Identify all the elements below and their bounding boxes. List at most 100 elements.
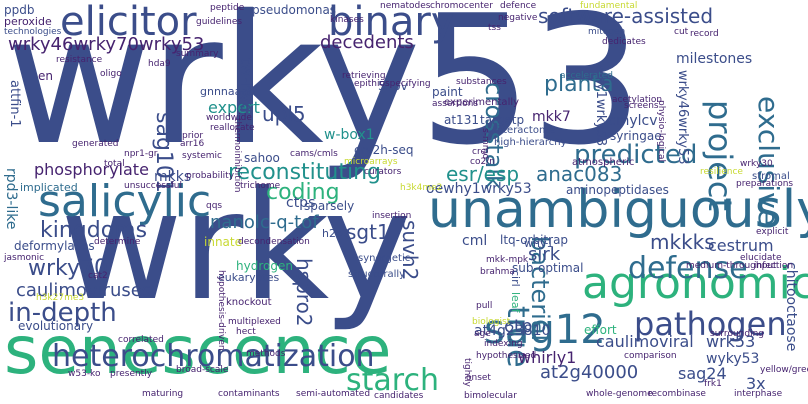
word-retrieving: retrieving <box>342 71 386 81</box>
word-caulimoviruses: caulimoviruses <box>16 280 152 301</box>
word-worldwide: worldwide <box>206 113 252 123</box>
word-curators: curators <box>364 167 402 177</box>
word-mkk7: mkk7 <box>532 109 571 125</box>
word-negative: negative <box>498 13 538 23</box>
word-dedicates: dedicates <box>602 37 646 47</box>
word-medium-throughput: medium-throughput <box>686 261 777 271</box>
word-innate: innate <box>204 235 242 249</box>
word-why1wrky53: why1wrky53 <box>593 64 608 147</box>
word-chitooctaose: chitooctaose <box>783 262 799 352</box>
word-cmylcv: cmylcv <box>608 113 658 129</box>
word-epithiospecifying: epithiospecifying <box>354 79 431 89</box>
word-age: age <box>474 329 491 339</box>
word-resilience: resilience <box>700 167 743 177</box>
word-hypothesis-driven: hypothesis-driven <box>216 270 226 351</box>
word-cestrum: cestrum <box>708 236 774 255</box>
word-tw-hydr: tw-hydr <box>237 58 256 120</box>
word-biologist: biologist <box>472 317 511 327</box>
word-at4g23810: at4g23810 <box>474 323 551 339</box>
word-53ov: 53ov <box>378 79 408 93</box>
word-crosstalk: crosstalk <box>480 82 508 189</box>
word-presently: presently <box>110 369 153 379</box>
word-brahma: brahma <box>480 267 515 277</box>
word-elucidate: elucidate <box>740 253 782 263</box>
word-contaminants: contaminants <box>218 389 280 399</box>
word-software-assisted: software-assisted <box>538 4 714 28</box>
word-upl5: upl5 <box>262 102 306 126</box>
word-sag101: sag101 <box>151 112 176 193</box>
word-thermoinhibition: thermoinhibition <box>232 118 242 193</box>
word-preparations: preparations <box>736 179 794 189</box>
word-explicit: explicit <box>756 227 789 237</box>
word-aminopeptidases: aminopeptidases <box>566 183 669 197</box>
word-defence: defence <box>500 1 537 11</box>
word-onset: onset <box>466 373 491 383</box>
word-interactome: interactome <box>494 125 555 136</box>
word-multiplexed: multiplexed <box>228 317 281 327</box>
word-effort: effort <box>584 323 617 337</box>
word-infection: infection <box>754 261 794 271</box>
word-structurally: structurally <box>348 269 406 280</box>
word-microarrays: microarrays <box>344 157 398 167</box>
word-unsuccessful: unsuccessful <box>124 181 182 191</box>
word-caulimoviral: caulimoviral <box>596 332 694 351</box>
word-kingdoms: kingdoms <box>40 218 148 243</box>
word-s-mmo: s-mmo <box>480 128 490 159</box>
word-unambiguously: unambiguously <box>428 180 808 240</box>
word-starch: starch <box>346 363 439 398</box>
word-3x: 3x <box>746 374 766 393</box>
word-co2-n: co2/n <box>470 157 495 167</box>
word-true: true <box>500 306 535 368</box>
word-record: record <box>690 29 719 39</box>
word-cirl: cirl <box>509 270 522 287</box>
word-pathogen: pathogen <box>634 305 787 343</box>
word-resistance: resistance <box>56 55 103 65</box>
word-wrky30: wrky30 <box>740 159 773 169</box>
word-screens: screens <box>624 101 659 111</box>
word-acetylation: acetylation <box>612 95 663 105</box>
word-wrky46wrky70wrky53: wrky46wrky70wrky53 <box>8 34 205 55</box>
word-targetp: targetp <box>480 113 525 127</box>
word-candidates: candidates <box>374 391 424 401</box>
word-reallocate: reallocate <box>210 123 255 133</box>
word-gnnnaaatt: gnnnaaatt <box>200 85 257 98</box>
word-ltq-orbitrap: ltq-orbitrap <box>500 233 569 247</box>
word-h2o2: h2o2 <box>322 227 350 240</box>
word-exclusive: exclusive <box>752 96 785 226</box>
word-probability: probability <box>186 171 235 181</box>
word-in-depth: in-depth <box>8 298 117 328</box>
word-frk1: frk1 <box>704 379 722 389</box>
word-cams-cmls: cams/cmls <box>290 149 338 159</box>
word-accelerated: accelerated <box>560 71 613 81</box>
word-trichome: trichome <box>240 181 281 191</box>
word-sag24: sag24 <box>678 364 727 383</box>
word-arr16: arr16 <box>180 139 205 149</box>
word-broad-scale: broad-scale <box>176 365 229 375</box>
word-mkkks: mkkks <box>650 230 715 254</box>
word-w-box1: w-box1 <box>324 127 375 143</box>
word-wyky53: wyky53 <box>706 351 760 367</box>
word-recombinase: recombinase <box>648 389 706 399</box>
word-generated: generated <box>72 139 119 149</box>
word-bacterial: bacterial <box>526 236 554 342</box>
word-sirk: sirk <box>528 244 561 265</box>
word-determine: determine <box>94 237 141 247</box>
word-sag12: sag12 <box>484 307 606 353</box>
word-sahoo: sahoo <box>244 151 280 165</box>
word-mkks: mkks <box>154 169 192 185</box>
word-comparison: comparison <box>624 351 677 361</box>
word-substances: substances <box>456 77 507 87</box>
word-salicylic: salicylic <box>38 176 212 227</box>
word-yellow-green: yellow/green <box>760 365 808 375</box>
word-atmospheric: atmospheric <box>572 157 635 168</box>
word-decedents: decedents <box>320 32 414 53</box>
word-attfin-1: attfin-1 <box>7 80 22 128</box>
word-cre: cre <box>472 147 486 157</box>
word-indexing: indexing <box>484 339 523 349</box>
word-pull: pull <box>476 301 493 311</box>
word-hect: hect <box>236 327 256 337</box>
word-peroxide: peroxide <box>4 15 52 28</box>
word-en: en <box>38 69 53 83</box>
word-assertions: assertions <box>432 99 479 109</box>
word-hypothesized: hypothesized <box>476 351 537 361</box>
